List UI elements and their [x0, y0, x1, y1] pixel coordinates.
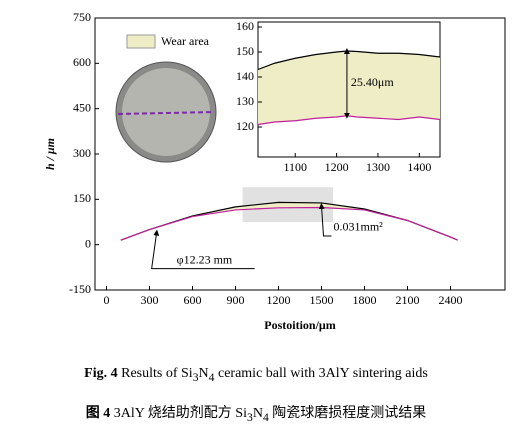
- caption-sub: 4: [262, 410, 269, 424]
- y-tick-label: 150: [236, 44, 254, 58]
- y-tick-label: 150: [73, 191, 91, 205]
- caption-text: ceramic ball with 3AlY sintering aids: [214, 366, 428, 381]
- y-tick-label: -150: [69, 282, 91, 296]
- y-tick-label: 120: [236, 119, 254, 133]
- y-tick-label: 450: [73, 100, 91, 114]
- y-axis-label: h / μm: [43, 138, 57, 170]
- caption-sub: 3: [192, 370, 199, 384]
- y-tick-label: 600: [73, 55, 91, 69]
- caption-text: Results of Si: [117, 366, 193, 381]
- x-tick-label: 1200: [325, 160, 349, 174]
- y-tick-label: 140: [236, 69, 254, 83]
- x-tick-label: 2100: [396, 293, 420, 307]
- x-tick-label: 900: [226, 293, 244, 307]
- y-tick-label: 300: [73, 146, 91, 160]
- x-tick-label: 300: [140, 293, 158, 307]
- wear-area: [258, 51, 440, 125]
- annotation: 25.40μm: [351, 75, 394, 89]
- x-tick-label: 2400: [439, 293, 463, 307]
- caption-sub: 3: [247, 410, 253, 424]
- caption-text: N: [198, 366, 209, 381]
- y-tick-label: 130: [236, 94, 254, 108]
- annotation-leader: [318, 202, 332, 237]
- x-tick-label: 600: [183, 293, 201, 307]
- section-line: [117, 111, 215, 115]
- caption-sub: 4: [208, 370, 215, 384]
- fig-label: Fig. 4: [84, 366, 118, 381]
- x-tick-label: 1800: [353, 293, 377, 307]
- y-tick-label: 750: [73, 10, 91, 24]
- annotation-leader: [151, 229, 255, 270]
- x-tick-label: 1500: [310, 293, 334, 307]
- caption-text: 陶瓷球磨损程度测试结果: [268, 406, 427, 421]
- x-tick-label: 1100: [283, 160, 307, 174]
- chart: 0 300 600 900 1200 1500 1800 2100 2400 -150 0 150 30…: [43, 10, 506, 332]
- y-tick-label: 160: [236, 19, 254, 33]
- caption-zh: 图 4 3AlY 烧结助剂配方 Si3N4 陶瓷球磨损程度测试结果: [0, 402, 512, 424]
- x-tick-label: 0: [103, 293, 109, 307]
- legend-label: Wear area: [161, 34, 210, 48]
- x-tick-label: 1300: [366, 160, 390, 174]
- series-line: [120, 206, 458, 241]
- caption-text: 3AlY 烧结助剂配方 Si: [110, 406, 247, 421]
- annotation: φ12.23 mm: [177, 252, 233, 266]
- x-axis-label: Postoition/μm: [264, 318, 335, 332]
- annotation: 0.031mm²: [334, 220, 384, 234]
- legend-swatch: [126, 34, 156, 49]
- caption-en: Fig. 4 Results of Si3N4 ceramic ball wit…: [0, 366, 512, 384]
- x-tick-label: 1200: [266, 293, 290, 307]
- fig-label: 图 4: [85, 406, 111, 421]
- x-tick-label: 1400: [407, 160, 431, 174]
- caption-text: N: [252, 406, 263, 421]
- y-tick-label: 0: [85, 236, 91, 250]
